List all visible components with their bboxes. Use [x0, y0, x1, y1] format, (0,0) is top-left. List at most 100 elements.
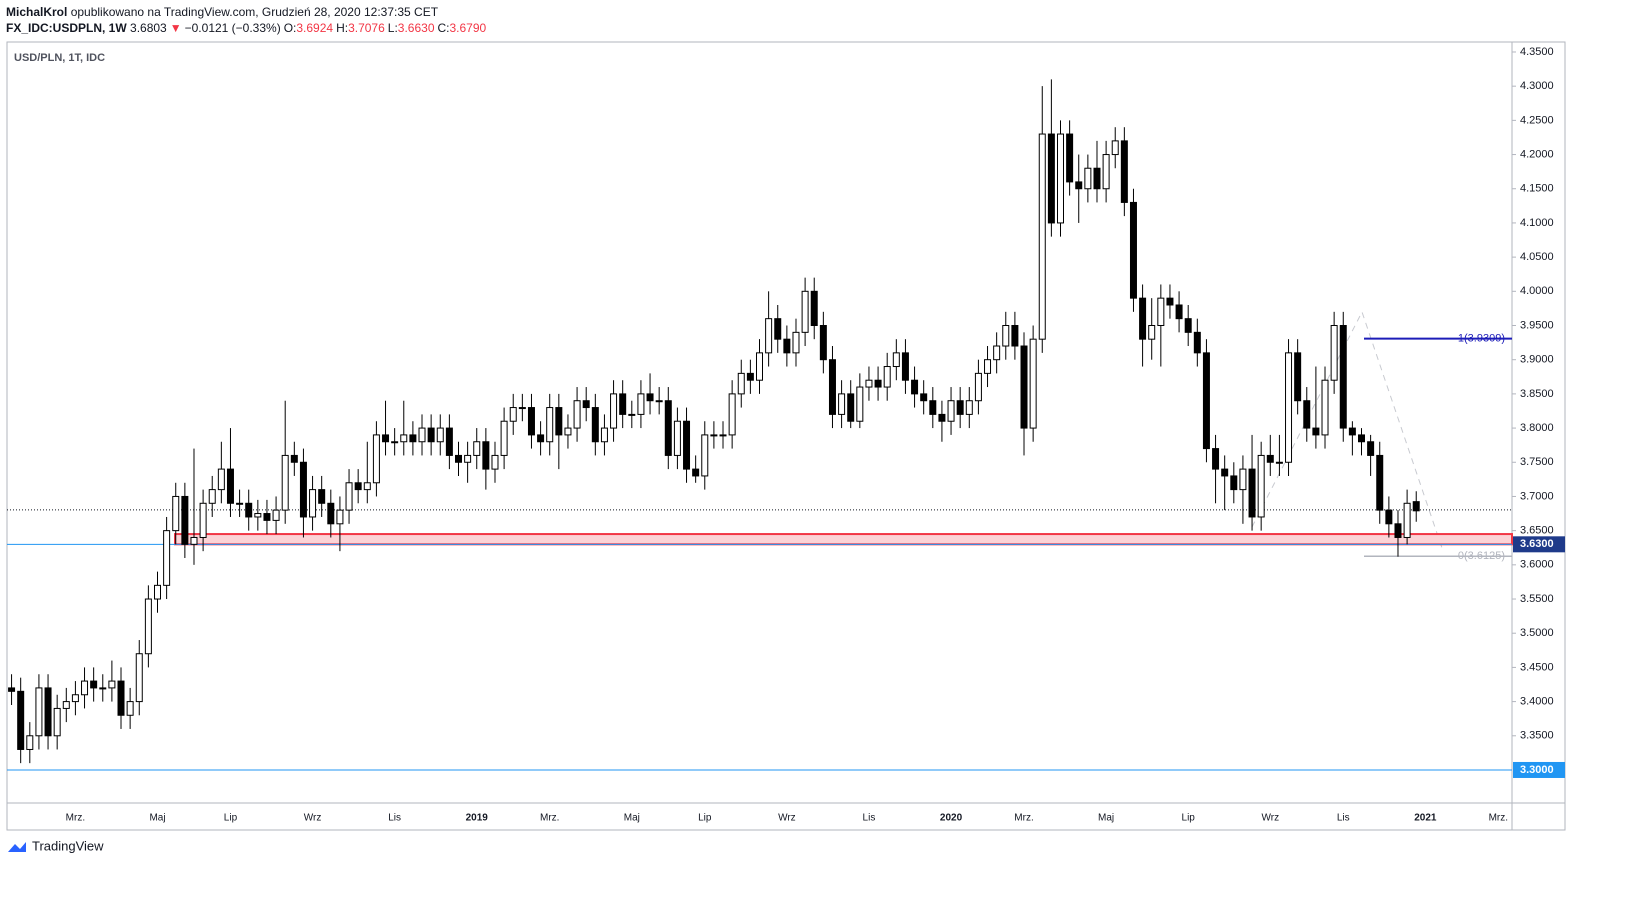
- candle-body: [1294, 352, 1302, 402]
- candle-body: [637, 393, 645, 415]
- x-tick-label: Lip: [698, 813, 712, 824]
- candle-body: [71, 694, 79, 703]
- candle-body: [518, 407, 526, 410]
- candle-body: [372, 434, 380, 484]
- candle-body: [801, 290, 809, 333]
- candle-body: [828, 359, 836, 415]
- candle-body: [965, 400, 973, 415]
- candle-body: [491, 454, 499, 470]
- candle-body: [911, 379, 919, 395]
- x-tick-label: Mrz.: [1489, 813, 1508, 824]
- candle-body: [108, 680, 116, 689]
- y-tick-label: 4.3000: [1520, 80, 1554, 92]
- header: MichalKrol opublikowano na TradingView.c…: [6, 4, 492, 36]
- candle-body: [683, 420, 691, 470]
- candle-body: [1102, 154, 1110, 190]
- candle-body: [582, 400, 590, 409]
- published: opublikowano na TradingView.com, Grudzie…: [70, 5, 439, 19]
- candle-body: [746, 372, 754, 381]
- price-label: 3.6300: [1520, 538, 1554, 550]
- candle-body: [1230, 475, 1238, 491]
- candle-body: [619, 393, 627, 415]
- candle-body: [62, 701, 70, 709]
- candle-body: [938, 413, 946, 422]
- candle-body: [318, 489, 326, 504]
- candle-body: [610, 393, 618, 429]
- x-tick-label: Wrz: [1261, 813, 1279, 824]
- ohlc-value: 3.7076: [348, 21, 385, 35]
- candle-body: [354, 482, 362, 491]
- candle-body: [1002, 325, 1010, 347]
- candle-body: [473, 441, 481, 456]
- candle-body: [1129, 201, 1137, 299]
- candle-body: [838, 393, 846, 415]
- last-price: 3.6803: [130, 21, 167, 35]
- candle-body: [117, 680, 125, 716]
- candle-body: [1166, 297, 1174, 306]
- candle-body: [99, 687, 107, 690]
- candle-body: [17, 690, 25, 750]
- candle-body: [1111, 140, 1119, 156]
- candle-body: [1038, 133, 1046, 340]
- author: MichalKrol: [6, 5, 68, 19]
- ohlc-value: 3.6790: [449, 21, 487, 35]
- ohlc-label: C:: [437, 21, 450, 35]
- candle-body: [947, 400, 955, 422]
- x-tick-label: Lip: [224, 813, 238, 824]
- x-tick-label: Mrz.: [1014, 813, 1033, 824]
- candle-body: [783, 338, 791, 354]
- candle-body: [819, 325, 827, 361]
- candle-body: [856, 386, 864, 422]
- candle-body: [44, 687, 52, 737]
- candle-body: [1275, 461, 1283, 464]
- candle-body: [1029, 338, 1037, 429]
- candle-body: [655, 400, 663, 403]
- candle-body: [901, 352, 909, 381]
- candle-body: [546, 407, 554, 443]
- candle-body: [865, 379, 873, 388]
- candle-body: [427, 427, 435, 443]
- candle-body: [190, 536, 198, 545]
- y-tick-label: 3.8000: [1520, 422, 1554, 434]
- candle-body: [646, 393, 654, 402]
- candle-body: [555, 407, 563, 436]
- candle-body: [90, 680, 98, 689]
- candle-body: [710, 434, 718, 437]
- candle-body: [1394, 523, 1402, 538]
- candle-body: [281, 454, 289, 511]
- y-tick-label: 4.2000: [1520, 148, 1554, 160]
- candle-body: [208, 489, 216, 504]
- candle-body: [1239, 468, 1247, 491]
- candle-body: [418, 427, 426, 443]
- candle-body: [1148, 325, 1156, 340]
- candle-body: [974, 372, 982, 402]
- ohlc-label: L:: [387, 21, 398, 35]
- candle-body: [1212, 448, 1220, 470]
- y-tick-label: 3.6000: [1520, 559, 1554, 571]
- candle-body: [1266, 454, 1274, 463]
- x-tick-label: Lis: [863, 813, 876, 824]
- candle-body: [1339, 325, 1347, 429]
- candle-body: [1321, 379, 1329, 436]
- candle-body: [336, 509, 344, 525]
- candle-body: [719, 434, 727, 437]
- x-tick-label: Lis: [388, 813, 401, 824]
- x-tick-label: Maj: [1098, 813, 1114, 824]
- candle-body: [701, 434, 709, 477]
- candle-body: [774, 318, 782, 340]
- candle-body: [1047, 133, 1055, 224]
- x-tick-label: Wrz: [778, 813, 796, 824]
- y-tick-label: 3.6500: [1520, 525, 1554, 537]
- candle-body: [1139, 297, 1147, 340]
- candle-body: [345, 482, 353, 511]
- header-line: MichalKrol opublikowano na TradingView.c…: [6, 4, 492, 20]
- candle-body: [1221, 468, 1229, 477]
- candle-body: [1075, 181, 1083, 190]
- candle-body: [53, 707, 61, 737]
- candle-body: [81, 680, 89, 696]
- y-tick-label: 3.9000: [1520, 354, 1554, 366]
- candle-body: [1358, 434, 1365, 443]
- candle-body: [929, 400, 937, 415]
- y-tick-label: 3.3500: [1520, 730, 1554, 742]
